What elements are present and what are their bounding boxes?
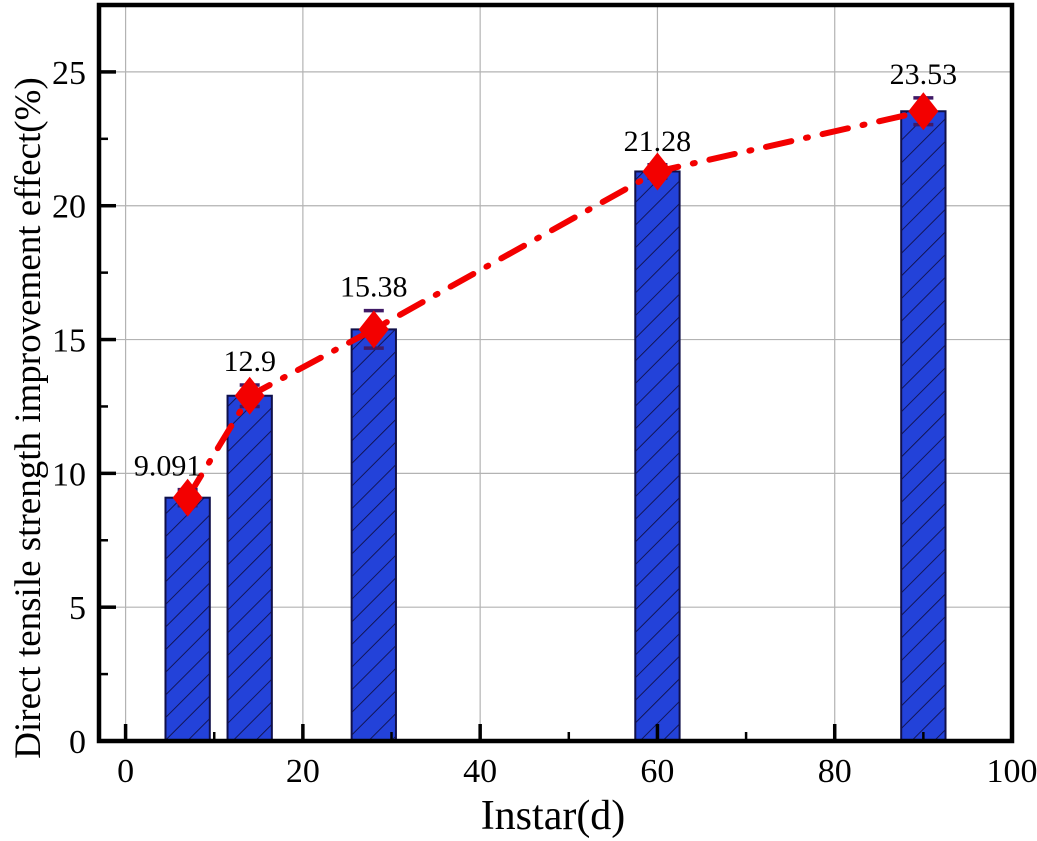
data-value-label: 23.53 xyxy=(890,58,958,91)
ticks-layer: 0 20 40 60 80 100 0 5 10 15 20 25 xyxy=(52,55,1037,790)
y-tick-label: 25 xyxy=(52,55,86,92)
y-tick-label: 0 xyxy=(69,724,86,761)
value-labels-layer: 9.091 12.9 15.38 21.28 23.53 xyxy=(134,58,957,483)
x-tick-label: 20 xyxy=(286,753,320,790)
x-tick-label: 60 xyxy=(640,753,674,790)
data-value-label: 12.9 xyxy=(223,345,276,378)
x-tick-label: 0 xyxy=(117,753,134,790)
error-bars-layer xyxy=(177,96,934,508)
bar xyxy=(350,328,397,742)
bar xyxy=(900,110,947,742)
y-tick-label: 10 xyxy=(52,456,86,493)
diamond-marker xyxy=(642,152,673,191)
x-tick-label: 100 xyxy=(987,753,1037,790)
data-value-label: 15.38 xyxy=(340,271,408,304)
y-tick-label: 15 xyxy=(52,323,86,360)
diamond-marker xyxy=(172,478,203,517)
bar xyxy=(634,170,681,742)
markers-layer xyxy=(172,92,939,517)
data-value-label: 21.28 xyxy=(624,125,692,158)
x-tick-label: 40 xyxy=(463,753,497,790)
diamond-marker xyxy=(234,376,265,415)
plot-frame xyxy=(96,2,1015,744)
x-axis-title: Instar(d) xyxy=(481,793,626,839)
y-tick-label: 20 xyxy=(52,189,86,226)
bar xyxy=(164,496,211,742)
data-value-label: 9.091 xyxy=(134,450,202,483)
trend-line-layer xyxy=(184,108,927,501)
trend-line xyxy=(184,108,927,501)
y-axis-title: Direct tensile strength improvement effe… xyxy=(8,77,49,759)
diamond-marker xyxy=(358,310,389,349)
y-tick-label: 5 xyxy=(69,590,86,627)
bar xyxy=(226,394,273,742)
x-tick-label: 80 xyxy=(818,753,852,790)
bars-layer xyxy=(164,110,947,742)
plot-frame-layer xyxy=(96,2,1015,744)
diamond-marker xyxy=(908,92,939,131)
